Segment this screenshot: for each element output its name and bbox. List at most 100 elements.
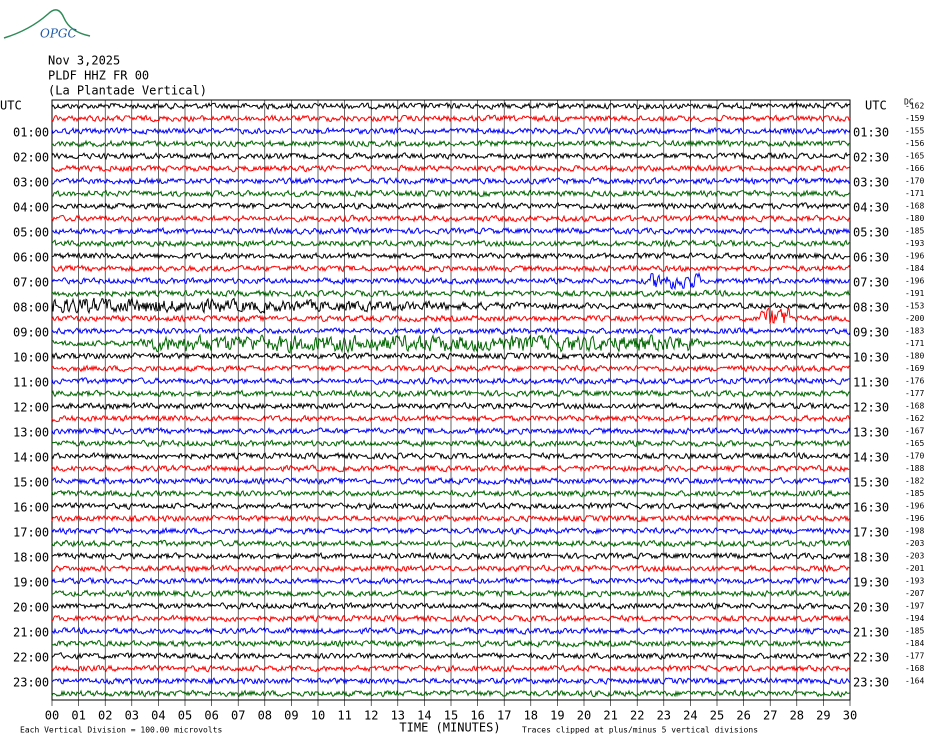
right-time-label: 04:30 bbox=[853, 201, 889, 215]
right-time-label: 11:30 bbox=[853, 376, 889, 390]
left-time-label: 16:00 bbox=[13, 501, 49, 515]
x-tick-label: 06 bbox=[204, 709, 218, 723]
left-time-label: 03:00 bbox=[13, 176, 49, 190]
trace bbox=[51, 189, 851, 198]
left-time-label: 04:00 bbox=[13, 201, 49, 215]
trace bbox=[52, 251, 851, 260]
dc-offset: -168 bbox=[905, 202, 924, 211]
x-tick-label: 16 bbox=[470, 709, 484, 723]
x-tick-label: 01 bbox=[71, 709, 85, 723]
left-time-label: 19:00 bbox=[13, 576, 49, 590]
right-time-label: 10:30 bbox=[853, 351, 889, 365]
dc-offset: -164 bbox=[905, 677, 924, 686]
dc-offset: -196 bbox=[905, 252, 924, 261]
left-time-label: 12:00 bbox=[13, 401, 49, 415]
left-time-label: 02:00 bbox=[13, 151, 49, 165]
dc-offset: -194 bbox=[905, 614, 924, 623]
footer-right: Traces clipped at plus/minus 5 vertical … bbox=[522, 726, 758, 735]
x-tick-label: 05 bbox=[178, 709, 192, 723]
dc-offset: -171 bbox=[905, 189, 924, 198]
trace bbox=[51, 539, 850, 548]
trace bbox=[51, 426, 851, 435]
right-time-label: 18:30 bbox=[853, 551, 889, 565]
trace bbox=[51, 464, 850, 473]
trace bbox=[51, 264, 851, 273]
dc-offset: -180 bbox=[905, 352, 924, 361]
dc-offset: -167 bbox=[905, 427, 924, 436]
x-tick-label: 22 bbox=[630, 709, 644, 723]
left-time-label: 10:00 bbox=[13, 351, 49, 365]
left-time-label: 06:00 bbox=[13, 251, 49, 265]
right-time-label: 15:30 bbox=[853, 476, 889, 490]
right-time-label: 07:30 bbox=[853, 276, 889, 290]
right-time-label: 23:30 bbox=[853, 676, 889, 690]
trace bbox=[51, 576, 851, 585]
trace bbox=[51, 526, 851, 535]
left-time-label: 18:00 bbox=[13, 551, 49, 565]
left-time-label: 08:00 bbox=[13, 301, 49, 315]
dc-offset: -170 bbox=[905, 177, 924, 186]
dc-offset: -155 bbox=[905, 127, 924, 136]
x-tick-label: 07 bbox=[231, 709, 245, 723]
trace bbox=[51, 307, 851, 324]
trace bbox=[51, 351, 851, 361]
left-time-label: 11:00 bbox=[13, 376, 49, 390]
x-tick-label: 18 bbox=[524, 709, 538, 723]
x-tick-label: 30 bbox=[843, 709, 857, 723]
trace bbox=[51, 451, 851, 461]
x-tick-label: 27 bbox=[763, 709, 777, 723]
dc-offset: -185 bbox=[905, 627, 924, 636]
trace bbox=[51, 139, 850, 148]
x-tick-label: 19 bbox=[550, 709, 564, 723]
trace bbox=[51, 401, 851, 411]
logo-text: OPGC bbox=[40, 27, 77, 41]
right-time-label: 20:30 bbox=[853, 601, 889, 615]
dc-offset: -184 bbox=[905, 264, 924, 273]
right-time-label: 22:30 bbox=[853, 651, 889, 665]
trace bbox=[51, 564, 851, 573]
right-time-label: 05:30 bbox=[853, 226, 889, 240]
dc-offset: -170 bbox=[905, 452, 924, 461]
x-tick-label: 24 bbox=[683, 709, 697, 723]
dc-offset: -185 bbox=[905, 489, 924, 498]
trace bbox=[51, 626, 851, 636]
x-tick-label: 03 bbox=[125, 709, 139, 723]
right-time-label: 13:30 bbox=[853, 426, 889, 440]
dc-offset: -162 bbox=[905, 102, 924, 111]
trace bbox=[51, 176, 851, 186]
dc-offset: -156 bbox=[905, 139, 924, 148]
right-time-label: 02:30 bbox=[853, 151, 889, 165]
dc-offset: -203 bbox=[905, 539, 924, 548]
dc-offset: -169 bbox=[905, 364, 924, 373]
x-tick-label: 11 bbox=[337, 709, 351, 723]
right-time-label: 03:30 bbox=[853, 176, 889, 190]
left-time-label: 13:00 bbox=[13, 426, 49, 440]
x-tick-label: 26 bbox=[736, 709, 750, 723]
dc-offset: -168 bbox=[905, 402, 924, 411]
trace bbox=[51, 126, 851, 136]
dc-offset: -185 bbox=[905, 227, 924, 236]
dc-offset: -193 bbox=[905, 239, 924, 248]
left-time-label: 22:00 bbox=[13, 651, 49, 665]
dc-offset: -184 bbox=[905, 639, 924, 648]
left-time-label: 23:00 bbox=[13, 676, 49, 690]
trace bbox=[51, 489, 851, 498]
dc-offset: -165 bbox=[905, 152, 924, 161]
right-time-label: 08:30 bbox=[853, 301, 889, 315]
trace bbox=[51, 501, 851, 511]
right-time-label: 19:30 bbox=[853, 576, 889, 590]
dc-offset: -200 bbox=[905, 314, 924, 323]
left-time-label: 07:00 bbox=[13, 276, 49, 290]
station: PLDF HHZ FR 00 bbox=[48, 69, 149, 83]
trace bbox=[51, 651, 851, 661]
dc-offset: -171 bbox=[905, 339, 924, 348]
right-time-label: 06:30 bbox=[853, 251, 889, 265]
dc-offset: -183 bbox=[905, 327, 924, 336]
dc-offset: -207 bbox=[905, 589, 924, 598]
dc-offset: -153 bbox=[905, 302, 924, 311]
trace bbox=[51, 614, 851, 623]
trace bbox=[51, 296, 851, 315]
x-tick-label: 14 bbox=[417, 709, 431, 723]
trace bbox=[51, 664, 851, 673]
